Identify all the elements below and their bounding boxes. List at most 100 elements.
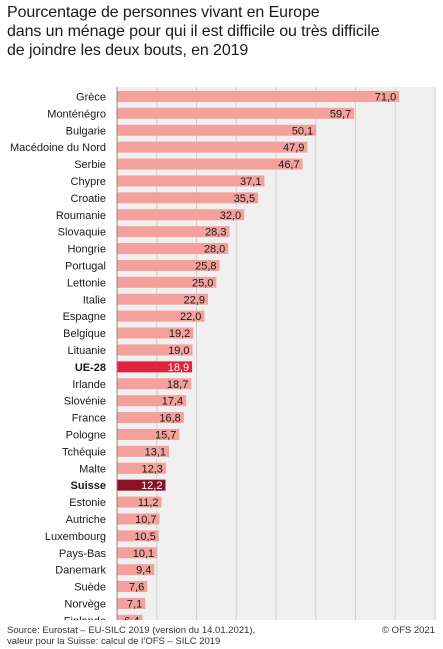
category-label: Malte [79,463,106,475]
value-label: 10,5 [134,531,155,543]
bar [117,395,187,407]
bar [117,293,209,305]
bar [117,276,217,288]
value-label: 46,7 [278,159,299,171]
bar [117,192,259,204]
value-label: 19,0 [168,345,189,357]
bar [117,564,155,576]
value-label: 50,1 [292,125,313,137]
bar [117,90,400,102]
bar-chart: 0%10%20%30%40%50%60%70%80%Grèce71,0Monté… [10,87,436,620]
category-label: Slovaquie [58,227,106,239]
bar [117,428,180,440]
bar [117,513,160,525]
category-label: Hongrie [67,244,106,256]
category-label: Espagne [63,311,106,323]
category-label: UE-28 [75,362,106,374]
category-label: Tchéquie [62,446,106,458]
value-label: 35,5 [234,193,255,205]
category-label: Luxembourg [45,531,106,543]
bar [117,327,194,339]
category-label: Croatie [71,193,106,205]
category-label: Suède [74,582,106,594]
value-label: 16,8 [159,413,180,425]
value-label: 12,2 [141,480,162,492]
value-label: 47,9 [283,142,304,154]
value-label: 18,7 [167,379,188,391]
category-label: Belgique [63,328,106,340]
category-label: Pays-Bas [59,548,107,560]
bar [117,412,184,424]
category-label: Suisse [71,480,106,492]
category-label: Estonie [69,497,106,509]
value-label: 19,2 [169,328,190,340]
bar [117,124,317,136]
value-label: 28,0 [204,244,225,256]
bar [117,597,146,609]
category-label: Pologne [66,429,106,441]
bar [117,479,166,491]
category-label: Bulgarie [66,125,106,137]
category-label: Lituanie [67,345,106,357]
category-label: Grèce [76,91,106,103]
category-label: Italie [83,294,106,306]
category-label: Autriche [66,514,106,526]
value-label: 15,7 [155,429,176,441]
value-label: 11,2 [138,497,159,509]
value-label: 32,0 [220,210,241,222]
value-label: 71,0 [375,91,396,103]
bar [117,226,230,238]
value-label: 18,9 [168,362,189,374]
bar [117,310,205,322]
title-line-3: de joindre les deux bouts, en 2019 [7,42,249,59]
category-label: Finlande [64,615,106,620]
category-label: Irlande [72,379,106,391]
bar [117,158,303,170]
bar [117,378,192,390]
value-label: 7,1 [127,598,142,610]
source-line-2: valeur pour la Suisse: calcul de l’OFS –… [7,636,221,647]
bar [117,209,245,221]
bar [117,547,158,559]
category-label: Roumanie [56,210,106,222]
category-label: France [72,413,106,425]
bar [117,462,166,474]
bar [117,530,159,542]
value-label: 25,0 [192,277,213,289]
bar [117,445,170,457]
value-label: 10,7 [135,514,156,526]
chart-title: Pourcentage de personnes vivant en Europ… [7,3,439,60]
bar [117,614,143,620]
category-label: Chypre [71,176,106,188]
title-line-1: Pourcentage de personnes vivant en Europ… [7,4,320,21]
bar [117,581,148,593]
value-label: 12,3 [141,463,162,475]
category-label: Serbie [74,159,106,171]
value-label: 37,1 [240,176,261,188]
category-label: Danemark [55,565,106,577]
bar [117,496,162,508]
bar [117,361,193,373]
category-label: Macédoine du Nord [10,142,106,154]
value-label: 22,0 [180,311,201,323]
category-label: Monténégro [47,108,106,120]
category-label: Lettonie [67,277,106,289]
title-line-2: dans un ménage pour qui il est difficile… [7,23,380,40]
bar [117,141,308,153]
category-label: Norvège [64,598,106,610]
source-note: Source: Eurostat – EU-SILC 2019 (version… [7,625,255,647]
value-label: 25,8 [195,260,216,272]
source-line-1: Source: Eurostat – EU-SILC 2019 (version… [7,625,256,636]
bar [117,107,355,119]
value-label: 9,4 [136,565,151,577]
value-label: 17,4 [162,396,183,408]
category-label: Slovénie [64,396,106,408]
bar [117,259,220,271]
copyright: © OFS 2021 [382,625,435,636]
bar [117,344,193,356]
value-label: 6,4 [124,615,139,620]
bar [117,243,229,255]
category-label: Portugal [65,260,106,272]
value-label: 22,9 [184,294,205,306]
bar [117,175,265,187]
